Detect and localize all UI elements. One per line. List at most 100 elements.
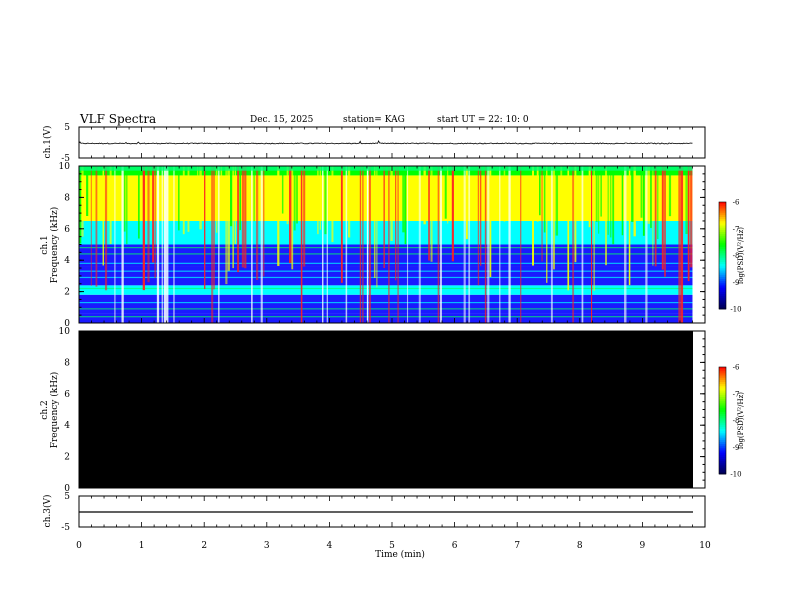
spectrogram-sferic <box>340 166 343 283</box>
spectrogram-sferic <box>345 166 348 323</box>
spectrogram-sferic <box>543 166 546 233</box>
colorbar-tick-label: -9 <box>733 444 740 452</box>
spectrogram-sferic <box>187 166 190 232</box>
ytick-label: 6 <box>64 390 70 400</box>
colorbar-swatch <box>719 225 726 229</box>
spectrogram-sferic <box>239 166 241 231</box>
colorbar-tick-label: -6 <box>733 199 740 207</box>
colorbar-tick-label: -8 <box>733 417 740 425</box>
spectrogram-sferic <box>687 166 690 282</box>
xtick-label: 8 <box>577 541 583 551</box>
colorbar-swatch <box>719 409 726 413</box>
colorbar-tick-label: -8 <box>733 252 740 260</box>
colorbar-swatch <box>719 465 726 468</box>
colorbar-swatch <box>719 379 726 383</box>
spectrogram-sferic <box>652 166 654 266</box>
colorbar-swatch <box>719 212 726 216</box>
colorbar-swatch <box>719 206 726 209</box>
spectrogram-sferic <box>645 166 648 323</box>
colorbar-swatch <box>719 268 726 271</box>
colorbar-swatch <box>719 373 726 376</box>
spectrogram-sferic <box>593 166 595 291</box>
spectrogram-sferic <box>642 166 645 236</box>
colorbar-swatch <box>719 287 726 291</box>
colorbar-swatch <box>719 469 726 473</box>
colorbar-swatch <box>719 471 726 475</box>
spectrogram-sferic <box>428 166 430 261</box>
spectrogram-sferic <box>600 166 602 217</box>
spectrogram-sferic <box>109 166 112 244</box>
colorbar-swatch <box>719 452 726 456</box>
spectrogram-sferic <box>369 166 371 323</box>
colorbar-swatch <box>719 454 726 458</box>
spectrogram-sferic <box>81 166 84 237</box>
spectrogram-sferic <box>251 166 253 323</box>
spectrogram-sferic <box>388 166 390 323</box>
colorbar-swatch <box>719 467 726 471</box>
spectrogram-sferic <box>437 166 440 323</box>
colorbar-swatch <box>719 244 726 248</box>
spectrogram-sferic <box>102 166 104 266</box>
colorbar-swatch <box>719 377 726 381</box>
colorbar-swatch <box>719 426 726 430</box>
spectrogram-band <box>79 220 693 245</box>
date-label: Dec. 15, 2025 <box>250 115 314 125</box>
spectrogram-sferic <box>498 166 501 323</box>
spectrogram-sferic <box>123 166 126 232</box>
spectrogram-sferic <box>612 166 615 245</box>
spectrogram-sferic <box>539 166 541 216</box>
colorbar-swatch <box>719 274 726 278</box>
spectrogram-sferic <box>633 166 636 237</box>
colorbar-swatch <box>719 381 726 385</box>
spectrogram-sferic <box>326 166 328 323</box>
ch2-spectrogram-image <box>79 331 693 488</box>
start-time-label: start UT = 22: 10: 0 <box>437 115 529 125</box>
spectrogram-sferic <box>303 166 306 267</box>
colorbar-swatch <box>719 424 726 428</box>
spectrogram-sferic <box>359 166 362 323</box>
colorbar-swatch <box>719 216 726 220</box>
spectrogram-sferic <box>390 166 393 241</box>
spectrogram-sferic <box>484 166 487 323</box>
ytick-label: 2 <box>64 453 70 463</box>
colorbar-swatch <box>719 208 726 211</box>
spectrogram-sferic <box>244 166 247 269</box>
spectrogram-sferic <box>680 166 684 323</box>
spectrogram-sferic <box>300 166 303 323</box>
colorbar-swatch <box>719 456 726 460</box>
spectrogram-sferic <box>288 166 292 264</box>
spectrogram-sferic <box>142 166 145 291</box>
ytick-label: 4 <box>64 256 70 266</box>
spectrogram-sferic <box>163 166 167 323</box>
colorbar-swatch <box>719 369 726 372</box>
spectrogram-sferic <box>447 166 449 224</box>
spectrogram-sferic <box>218 166 220 323</box>
colorbar-frame <box>718 366 727 475</box>
colorbar-swatch <box>719 435 726 439</box>
colorbar-swatch <box>719 441 726 445</box>
colorbar-swatch <box>719 257 726 261</box>
spectrogram-sferic <box>182 166 185 235</box>
ytick-label: 10 <box>59 327 71 337</box>
spectrogram-sferic <box>232 166 234 269</box>
colorbar-label: log(PSD)(V²/Hz) <box>737 227 745 284</box>
spectrogram-sferic <box>156 166 160 323</box>
spectrogram-sferic <box>640 166 643 218</box>
xtick-label: 5 <box>389 541 395 551</box>
colorbar-label: log(PSD)(V²/Hz) <box>737 392 745 449</box>
colorbar-swatch <box>719 285 726 288</box>
spectrogram-sferic <box>487 166 490 323</box>
spectrogram-line <box>79 301 693 304</box>
spectrogram-sferic <box>451 166 454 262</box>
spectrogram-band <box>79 294 693 314</box>
spectrogram-sferic <box>536 166 539 222</box>
colorbar-swatch <box>719 411 726 415</box>
spectrogram-sferic <box>286 166 289 225</box>
colorbar-swatch <box>719 463 726 466</box>
ytick-label: 10 <box>59 162 71 172</box>
spectrogram-sferic <box>147 166 150 283</box>
colorbar-swatch <box>719 242 726 246</box>
colorbar-swatch <box>719 388 726 391</box>
colorbar-swatch <box>719 384 726 387</box>
